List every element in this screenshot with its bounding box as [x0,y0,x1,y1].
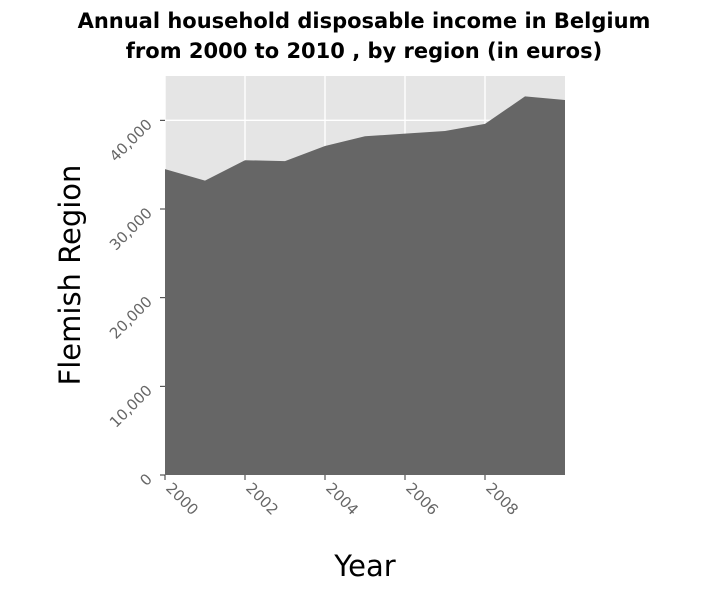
y-tick-label: 40,000 [106,115,156,165]
chart-title-line-2: from 2000 to 2010 , by region (in euros) [126,39,602,63]
chart-title-line-1: Annual household disposable income in Be… [78,9,651,33]
y-tick-label: 20,000 [106,293,156,343]
y-tick-label: 30,000 [106,204,156,254]
y-axis-tick-labels: 0 10,000 20,000 30,000 40,000 [106,115,156,489]
area-series-flemish-region [165,96,565,475]
x-tick-label: 2000 [162,479,202,519]
x-tick-label: 2008 [482,479,522,519]
x-axis-tick-labels: 2000 2002 2004 2006 2008 [162,479,522,519]
axis-ticks [160,119,486,480]
y-tick-label: 0 [136,470,155,489]
x-axis-title: Year [333,549,395,583]
y-axis-title: Flemish Region [53,165,87,386]
y-tick-label: 10,000 [106,381,156,431]
x-tick-label: 2004 [322,479,362,519]
x-tick-label: 2002 [242,479,282,519]
x-tick-label: 2006 [402,479,442,519]
